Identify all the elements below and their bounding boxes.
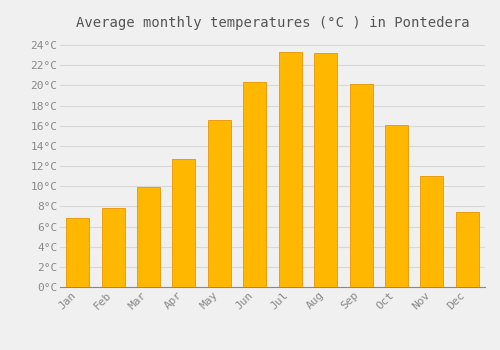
Bar [66,218,89,287]
Bar [456,212,479,287]
Bar [278,52,301,287]
Bar [350,84,372,287]
Bar [420,176,444,287]
Bar [172,159,196,287]
Bar [314,53,337,287]
Bar [102,208,124,287]
Bar [385,125,408,287]
Bar [208,120,231,287]
Title: Average monthly temperatures (°C ) in Pontedera: Average monthly temperatures (°C ) in Po… [76,16,469,30]
Bar [137,187,160,287]
Bar [244,82,266,287]
